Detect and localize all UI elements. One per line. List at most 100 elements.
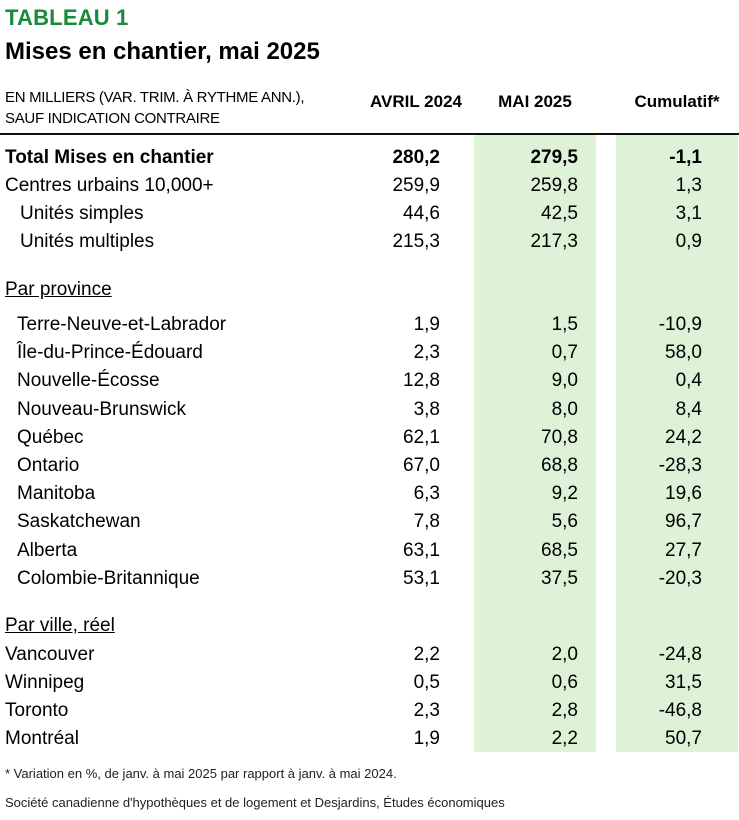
cell-cumulatif: -20,3 [658, 568, 702, 589]
cell-avril-2024: 2,2 [413, 644, 440, 665]
highlight-column-cumulatif [616, 135, 738, 752]
table-row: Île-du-Prince-Édouard 2,3 0,7 58,0 [0, 339, 739, 367]
row-label: Saskatchewan [17, 511, 141, 532]
column-header-mai-2025: MAI 2025 [498, 92, 572, 111]
table-row-urban: Centres urbains 10,000+ 259,9 259,8 1,3 [0, 172, 739, 200]
table-row-multiple-units: Unités multiples 215,3 217,3 0,9 [0, 228, 739, 256]
cell-cumulatif: 3,1 [675, 203, 702, 224]
cell-mai-2025: 9,0 [551, 370, 578, 391]
row-label: Terre-Neuve-et-Labrador [17, 314, 227, 335]
cell-mai-2025: 1,5 [551, 314, 578, 335]
cell-avril-2024: 2,3 [413, 700, 440, 721]
row-label: Nouveau-Brunswick [17, 399, 186, 420]
subtitle-line-1: EN MILLIERS (VAR. TRIM. À RYTHME ANN.), [5, 89, 305, 106]
cell-mai-2025: 217,3 [530, 231, 578, 252]
row-label: Île-du-Prince-Édouard [17, 342, 203, 363]
column-header-cumulatif: Cumulatif* [634, 92, 720, 111]
cell-avril-2024: 62,1 [403, 427, 440, 448]
cell-cumulatif: 8,4 [675, 399, 702, 420]
header-rule [0, 133, 739, 135]
row-label: Ontario [17, 455, 80, 476]
row-label: Montréal [5, 728, 79, 749]
cell-avril-2024: 67,0 [403, 455, 440, 476]
table-row-total: Total Mises en chantier 280,2 279,5 -1,1 [0, 144, 739, 172]
table-tag: TABLEAU 1 [5, 5, 129, 30]
cell-cumulatif: 1,3 [675, 175, 702, 196]
table-row: Québec 62,1 70,8 24,2 [0, 424, 739, 452]
row-label: Centres urbains 10,000+ [5, 175, 214, 196]
cell-cumulatif: 27,7 [665, 540, 702, 561]
cell-mai-2025: 2,0 [551, 644, 578, 665]
row-label: Alberta [17, 540, 78, 561]
cell-mai-2025: 42,5 [541, 203, 578, 224]
cell-avril-2024: 7,8 [413, 511, 440, 532]
table-row: Saskatchewan 7,8 5,6 96,7 [0, 508, 739, 536]
cell-cumulatif: 0,9 [675, 231, 702, 252]
row-label: Total Mises en chantier [5, 147, 214, 168]
cell-cumulatif: 19,6 [665, 483, 702, 504]
highlight-column-mai-2025 [474, 135, 596, 752]
cell-avril-2024: 44,6 [403, 203, 440, 224]
table-row-single-units: Unités simples 44,6 42,5 3,1 [0, 200, 739, 228]
row-label: Nouvelle-Écosse [17, 370, 160, 391]
cell-mai-2025: 279,5 [530, 147, 578, 168]
cell-mai-2025: 2,8 [551, 700, 578, 721]
cell-mai-2025: 70,8 [541, 427, 578, 448]
cell-avril-2024: 63,1 [403, 540, 440, 561]
cell-mai-2025: 5,6 [551, 511, 578, 532]
row-label: Toronto [5, 700, 69, 721]
cell-cumulatif: -46,8 [658, 700, 702, 721]
cell-mai-2025: 8,0 [551, 399, 578, 420]
row-label: Winnipeg [5, 672, 85, 693]
cell-cumulatif: -24,8 [658, 644, 702, 665]
table-row: Ontario 67,0 68,8 -28,3 [0, 452, 739, 480]
cell-avril-2024: 6,3 [413, 483, 440, 504]
cell-avril-2024: 215,3 [392, 231, 440, 252]
cell-cumulatif: -1,1 [669, 147, 702, 168]
table-row: Alberta 63,1 68,5 27,7 [0, 537, 739, 565]
footnote: * Variation en %, de janv. à mai 2025 pa… [5, 766, 397, 781]
table-row: Manitoba 6,3 9,2 19,6 [0, 480, 739, 508]
cell-cumulatif: 24,2 [665, 427, 702, 448]
cell-avril-2024: 280,2 [392, 147, 440, 168]
subtitle-line-2: SAUF INDICATION CONTRAIRE [5, 110, 220, 127]
cell-avril-2024: 53,1 [403, 568, 440, 589]
cell-avril-2024: 259,9 [392, 175, 440, 196]
cell-cumulatif: 50,7 [665, 728, 702, 749]
cell-cumulatif: 31,5 [665, 672, 702, 693]
table-row: Terre-Neuve-et-Labrador 1,9 1,5 -10,9 [0, 311, 739, 339]
table-row: Colombie-Britannique 53,1 37,5 -20,3 [0, 565, 739, 593]
cell-cumulatif: 58,0 [665, 342, 702, 363]
table-row: Toronto 2,3 2,8 -46,8 [0, 697, 739, 725]
cell-avril-2024: 12,8 [403, 370, 440, 391]
column-header-avril-2024: AVRIL 2024 [370, 92, 462, 111]
cell-avril-2024: 1,9 [413, 314, 440, 335]
cell-mai-2025: 259,8 [530, 175, 578, 196]
row-label: Manitoba [17, 483, 96, 504]
cell-cumulatif: 96,7 [665, 511, 702, 532]
cell-cumulatif: 0,4 [675, 370, 702, 391]
table-row: Nouveau-Brunswick 3,8 8,0 8,4 [0, 396, 739, 424]
cell-mai-2025: 68,8 [541, 455, 578, 476]
row-label: Colombie-Britannique [17, 568, 200, 589]
cell-cumulatif: -28,3 [658, 455, 702, 476]
row-label: Unités multiples [20, 231, 155, 252]
cell-avril-2024: 1,9 [413, 728, 440, 749]
cell-avril-2024: 0,5 [413, 672, 440, 693]
page-title: Mises en chantier, mai 2025 [5, 38, 320, 65]
table-row: Nouvelle-Écosse 12,8 9,0 0,4 [0, 367, 739, 395]
row-label: Québec [17, 427, 84, 448]
source-note: Société canadienne d'hypothèques et de l… [5, 795, 505, 810]
cell-avril-2024: 3,8 [413, 399, 440, 420]
cell-mai-2025: 0,7 [551, 342, 578, 363]
row-label: Vancouver [5, 644, 95, 665]
section-heading-city: Par ville, réel [5, 615, 115, 636]
row-label: Unités simples [20, 203, 144, 224]
cell-mai-2025: 0,6 [551, 672, 578, 693]
cell-mai-2025: 2,2 [551, 728, 578, 749]
table-row: Montréal 1,9 2,2 50,7 [0, 725, 739, 753]
table-row: Vancouver 2,2 2,0 -24,8 [0, 641, 739, 669]
section-heading-province: Par province [5, 279, 112, 300]
cell-cumulatif: -10,9 [658, 314, 702, 335]
cell-mai-2025: 9,2 [551, 483, 578, 504]
